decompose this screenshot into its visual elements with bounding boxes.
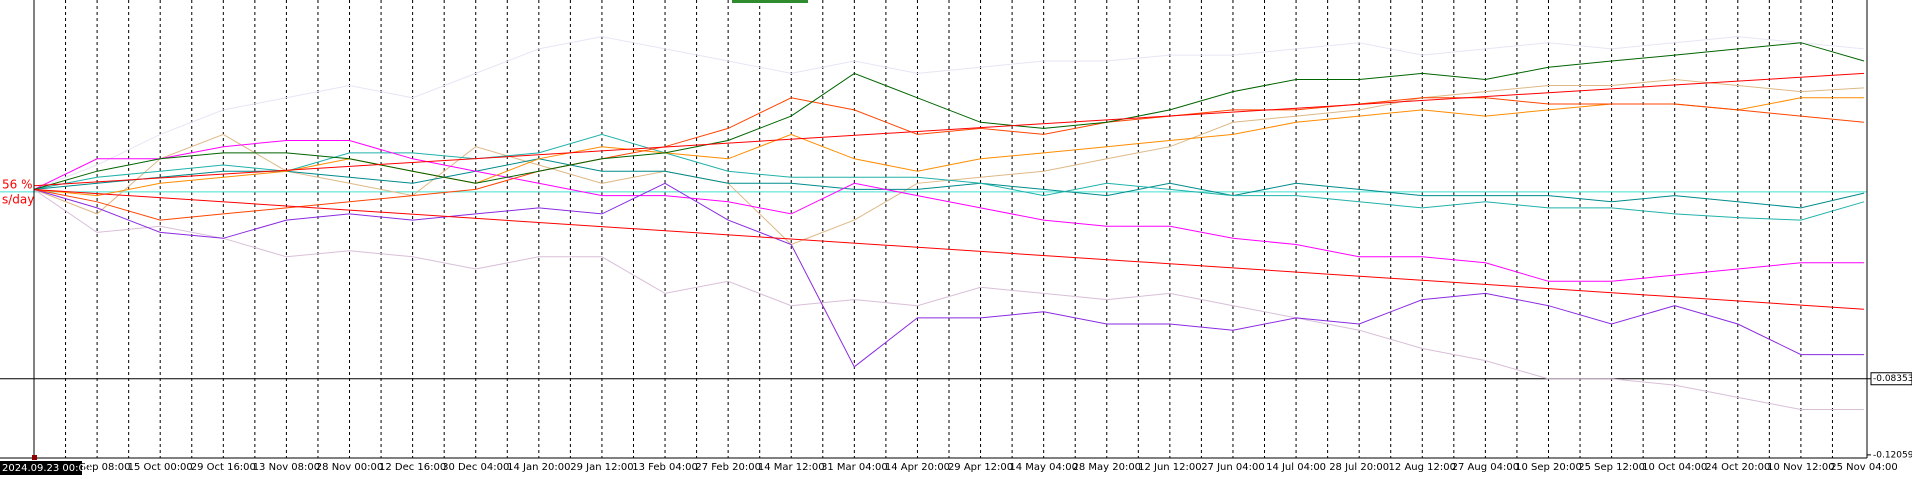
x-tick-label: 10 Nov 12:00 xyxy=(1767,462,1834,473)
x-tick-label: 25 Sep 12:00 xyxy=(1578,462,1645,473)
x-tick-label: 14 Apr 20:00 xyxy=(885,462,950,473)
x-tick-label: 27 Aug 04:00 xyxy=(1452,462,1519,473)
trend-line xyxy=(33,188,1865,310)
x-tick-label: 28 Jul 20:00 xyxy=(1329,462,1389,473)
x-tick-label: 29 Apr 12:00 xyxy=(948,462,1013,473)
x-tick-label: 28 Nov 00:00 xyxy=(316,462,383,473)
x-tick-label: 12 Aug 12:00 xyxy=(1389,462,1456,473)
x-tick-label: 10 Oct 04:00 xyxy=(1642,462,1707,473)
x-tick-label: 27 Jun 04:00 xyxy=(1201,462,1265,473)
annotation: s/day xyxy=(2,193,34,207)
top-tab xyxy=(732,0,808,3)
x-tick-label: 15 Oct 00:00 xyxy=(128,462,193,473)
x-tick-label: 14 May 04:00 xyxy=(1009,462,1078,473)
series-line xyxy=(33,188,1864,410)
y-tick-label: -0.12059 xyxy=(1873,450,1912,460)
y-tick-box xyxy=(1870,372,1912,386)
plot-area xyxy=(0,36,1867,410)
start-date-label: 2024.09.23 00:00 xyxy=(2,463,91,474)
x-tick-label: 13 Feb 04:00 xyxy=(632,462,698,473)
x-tick-label: 13 Nov 08:00 xyxy=(253,462,320,473)
x-tick-label: 12 Jun 12:00 xyxy=(1138,462,1202,473)
start-marker xyxy=(32,455,37,460)
annotation: 56 % xyxy=(2,178,33,192)
series-line xyxy=(33,133,1865,221)
x-tick-label: 31 Mar 04:00 xyxy=(821,462,888,473)
start-date-box xyxy=(0,461,82,475)
y-tick-label: -0.08353 xyxy=(1873,374,1912,384)
x-tick-label: 12 Dec 16:00 xyxy=(379,462,446,473)
x-tick-label: 24 Oct 20:00 xyxy=(1705,462,1770,473)
series-line xyxy=(33,182,1864,368)
x-tick-label: 29 Oct 16:00 xyxy=(191,462,256,473)
series-line xyxy=(33,97,1865,221)
x-tick-label: 30 Sep 08:00 xyxy=(64,462,131,473)
series-line xyxy=(33,158,1865,209)
series-line xyxy=(33,36,1865,190)
x-tick-label: 14 Jul 04:00 xyxy=(1266,462,1326,473)
x-tick-label: 29 Jan 12:00 xyxy=(570,462,633,473)
x-tick-label: 25 Nov 04:00 xyxy=(1830,462,1897,473)
x-tick-label: 14 Mar 12:00 xyxy=(758,462,825,473)
series-line xyxy=(33,97,1864,197)
x-tick-label: 14 Jan 20:00 xyxy=(507,462,570,473)
series-line xyxy=(33,42,1865,190)
x-tick-label: 30 Dec 04:00 xyxy=(442,462,509,473)
x-tick-label: 28 May 20:00 xyxy=(1072,462,1141,473)
series-line xyxy=(33,140,1864,282)
x-tick-label: 10 Sep 20:00 xyxy=(1515,462,1582,473)
x-tick-label: 27 Feb 20:00 xyxy=(695,462,761,473)
trend-line xyxy=(33,72,1865,187)
